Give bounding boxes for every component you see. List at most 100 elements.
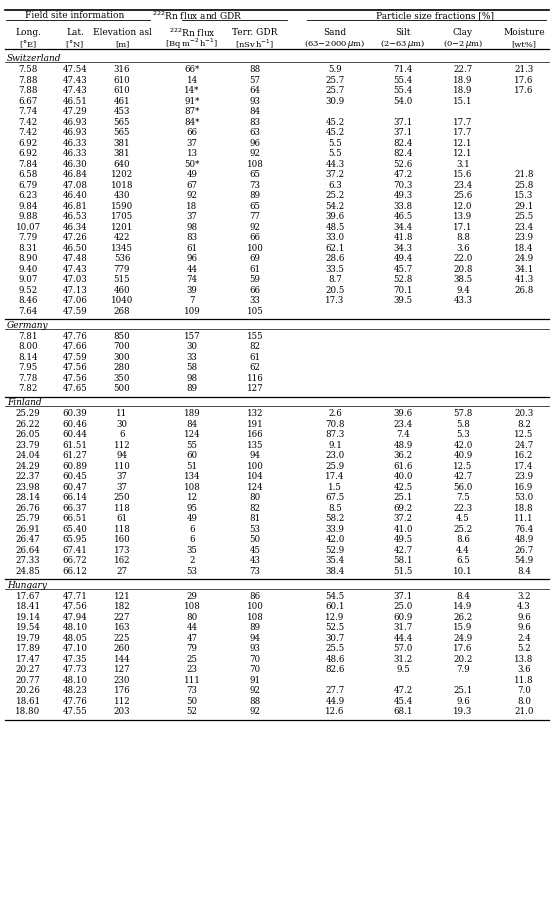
Text: Silt: Silt <box>395 29 411 38</box>
Text: 92: 92 <box>249 149 260 158</box>
Text: 41.0: 41.0 <box>393 525 413 534</box>
Text: 47.43: 47.43 <box>63 265 88 274</box>
Text: 176: 176 <box>114 686 130 695</box>
Text: 82: 82 <box>249 504 260 513</box>
Text: 9.52: 9.52 <box>18 286 38 295</box>
Text: 19.79: 19.79 <box>16 634 40 643</box>
Text: 60.46: 60.46 <box>63 420 88 429</box>
Text: 37: 37 <box>116 472 127 482</box>
Text: Particle size fractions [%]: Particle size fractions [%] <box>376 11 494 20</box>
Text: 6.92: 6.92 <box>18 139 38 148</box>
Text: 63: 63 <box>249 128 260 137</box>
Text: 61: 61 <box>187 244 198 253</box>
Text: 2: 2 <box>189 556 195 565</box>
Text: 60.39: 60.39 <box>63 410 88 418</box>
Text: 49.3: 49.3 <box>393 192 413 201</box>
Text: 12.9: 12.9 <box>325 613 345 622</box>
Text: 37.1: 37.1 <box>393 118 413 127</box>
Text: 13.8: 13.8 <box>514 655 534 664</box>
Text: 189: 189 <box>183 410 201 418</box>
Text: 46.51: 46.51 <box>63 97 88 106</box>
Text: 422: 422 <box>114 233 130 242</box>
Text: 98: 98 <box>187 374 198 383</box>
Text: 44.9: 44.9 <box>325 697 345 706</box>
Text: 73: 73 <box>249 567 260 576</box>
Text: 47.76: 47.76 <box>63 332 88 341</box>
Text: 52.9: 52.9 <box>325 546 345 555</box>
Text: Germany: Germany <box>7 321 49 330</box>
Text: 700: 700 <box>114 343 130 352</box>
Text: 65.40: 65.40 <box>63 525 88 534</box>
Text: 15.1: 15.1 <box>453 97 473 106</box>
Text: 67.41: 67.41 <box>63 546 88 555</box>
Text: 45.7: 45.7 <box>393 265 413 274</box>
Text: 88: 88 <box>249 697 260 706</box>
Text: 47.94: 47.94 <box>63 613 88 622</box>
Text: 36.2: 36.2 <box>393 451 413 460</box>
Text: 45.2: 45.2 <box>325 128 345 137</box>
Text: 105: 105 <box>247 307 263 316</box>
Text: Hungary: Hungary <box>7 580 47 589</box>
Text: 26.22: 26.22 <box>16 420 40 429</box>
Text: 6: 6 <box>189 535 195 544</box>
Text: 61.6: 61.6 <box>393 462 413 471</box>
Text: 93: 93 <box>249 97 260 106</box>
Text: 58: 58 <box>187 364 198 372</box>
Text: 17.1: 17.1 <box>453 223 473 232</box>
Text: 300: 300 <box>114 353 130 362</box>
Text: 17.7: 17.7 <box>453 118 473 127</box>
Text: 25.9: 25.9 <box>325 462 345 471</box>
Text: 9.1: 9.1 <box>328 441 342 450</box>
Text: 26.2: 26.2 <box>453 613 473 622</box>
Text: 144: 144 <box>114 655 130 664</box>
Text: 124: 124 <box>184 430 201 439</box>
Text: 21.0: 21.0 <box>514 707 534 717</box>
Text: 173: 173 <box>114 546 130 555</box>
Text: 22.37: 22.37 <box>16 472 40 482</box>
Text: 108: 108 <box>183 483 201 492</box>
Text: 25.79: 25.79 <box>16 515 40 523</box>
Text: 26.05: 26.05 <box>16 430 40 439</box>
Text: 17.4: 17.4 <box>325 472 345 482</box>
Text: 6: 6 <box>119 430 125 439</box>
Text: 82.6: 82.6 <box>325 666 345 674</box>
Text: 135: 135 <box>247 441 263 450</box>
Text: 46.81: 46.81 <box>63 202 88 211</box>
Text: 67: 67 <box>187 181 197 190</box>
Text: Terr. GDR: Terr. GDR <box>232 29 278 38</box>
Text: 26.91: 26.91 <box>16 525 40 534</box>
Text: 8.8: 8.8 <box>456 233 470 242</box>
Text: 26.76: 26.76 <box>16 504 40 513</box>
Text: 48.10: 48.10 <box>63 624 88 633</box>
Text: 15.9: 15.9 <box>453 624 473 633</box>
Text: Lat.: Lat. <box>66 29 84 38</box>
Text: 35.4: 35.4 <box>325 556 345 565</box>
Text: 47.06: 47.06 <box>63 297 88 306</box>
Text: 33.5: 33.5 <box>326 265 345 274</box>
Text: 20.26: 20.26 <box>16 686 40 695</box>
Text: 4.3: 4.3 <box>517 602 531 612</box>
Text: [m]: [m] <box>115 40 129 48</box>
Text: 12.1: 12.1 <box>453 149 473 158</box>
Text: 46.50: 46.50 <box>63 244 88 253</box>
Text: 51.5: 51.5 <box>393 567 413 576</box>
Text: 89: 89 <box>249 624 260 633</box>
Text: 55.4: 55.4 <box>393 87 413 96</box>
Text: 640: 640 <box>114 160 130 169</box>
Text: 23.4: 23.4 <box>393 420 413 429</box>
Text: 127: 127 <box>114 666 130 674</box>
Text: 26.47: 26.47 <box>16 535 40 544</box>
Text: (0$-$2$\,\mu$m): (0$-$2$\,\mu$m) <box>443 38 483 50</box>
Text: 9.6: 9.6 <box>456 697 470 706</box>
Text: 42.0: 42.0 <box>453 441 473 450</box>
Text: 66: 66 <box>249 286 260 295</box>
Text: 82.4: 82.4 <box>393 149 413 158</box>
Text: 28.6: 28.6 <box>325 254 345 263</box>
Text: 7.42: 7.42 <box>18 118 38 127</box>
Text: 48.10: 48.10 <box>63 676 88 685</box>
Text: Switzerland: Switzerland <box>7 54 61 63</box>
Text: 20.2: 20.2 <box>453 655 473 664</box>
Text: 9.5: 9.5 <box>396 666 410 674</box>
Text: 17.6: 17.6 <box>514 87 534 96</box>
Text: 12.5: 12.5 <box>453 462 473 471</box>
